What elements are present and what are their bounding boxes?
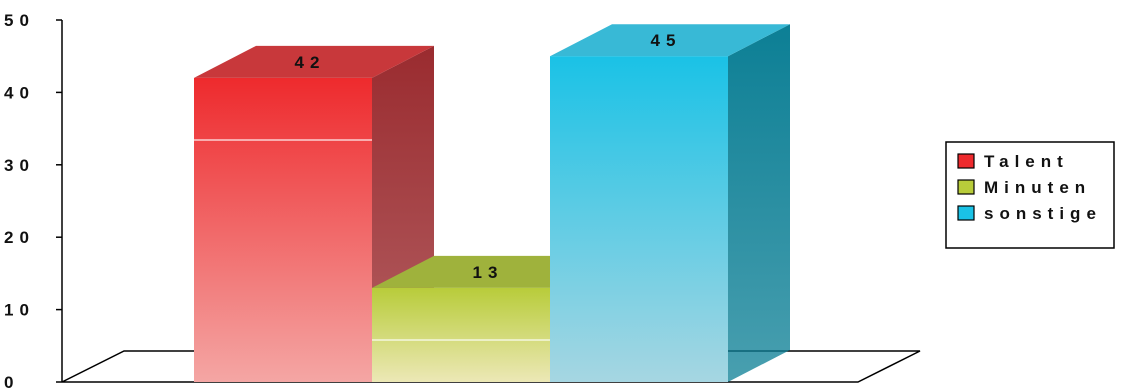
- y-tick-label: 30: [4, 156, 35, 175]
- legend-label-minuten: Minuten: [984, 178, 1091, 197]
- y-tick-label: 0: [4, 373, 19, 392]
- y-tick-label: 20: [4, 228, 35, 247]
- y-tick-label: 50: [4, 11, 35, 30]
- y-tick-label: 40: [4, 83, 35, 102]
- bar-front-sonstige: [550, 56, 728, 382]
- data-label-sonstige: 45: [651, 31, 682, 50]
- bar-top-sonstige: [550, 24, 790, 57]
- legend-swatch-minuten: [957, 179, 975, 195]
- bar-side-sonstige: [728, 24, 790, 382]
- bar-front-minuten: [372, 287, 550, 382]
- y-tick-label: 10: [4, 301, 35, 320]
- legend-swatch-talent: [957, 153, 975, 169]
- bar-sonstige: [550, 24, 790, 382]
- data-label-talent: 42: [295, 53, 326, 72]
- data-label-minuten: 13: [473, 263, 504, 282]
- legend-label-sonstige: sonstige: [984, 204, 1102, 223]
- legend-label-talent: Talent: [984, 152, 1069, 171]
- bar-front-talent: [194, 77, 372, 383]
- legend-swatch-sonstige: [957, 205, 975, 221]
- bar-top-talent: [194, 45, 434, 78]
